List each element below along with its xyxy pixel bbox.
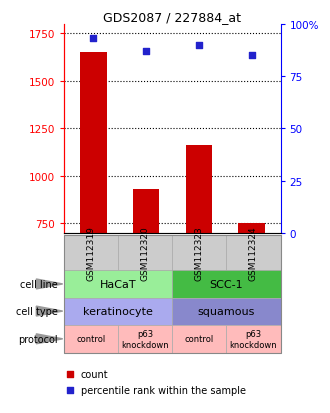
Bar [173,235,226,271]
Text: GSM112323: GSM112323 [195,226,204,280]
Text: p63
knockdown: p63 knockdown [230,329,277,349]
Text: GSM112324: GSM112324 [249,226,258,280]
Bar [238,224,265,233]
Bar [185,146,212,233]
Bar [173,325,226,353]
Text: control: control [77,335,106,344]
Polygon shape [36,306,63,316]
Text: control: control [185,335,214,344]
Text: squamous: squamous [198,306,255,316]
Point [91,36,96,43]
Bar [226,235,280,271]
Bar [64,271,173,298]
Point [144,49,149,55]
Text: GSM112319: GSM112319 [87,225,96,280]
Bar [173,271,280,298]
Text: count: count [81,369,109,379]
Polygon shape [36,279,63,289]
Text: cell line: cell line [20,279,58,289]
Bar [133,190,159,233]
Text: cell type: cell type [16,306,58,316]
Text: percentile rank within the sample: percentile rank within the sample [81,385,246,395]
Point [68,370,73,377]
Title: GDS2087 / 227884_at: GDS2087 / 227884_at [103,11,242,24]
Bar [64,235,118,271]
Point [68,387,73,394]
Text: HaCaT: HaCaT [100,279,137,289]
Bar [80,53,107,233]
Text: protocol: protocol [18,334,58,344]
Bar [64,298,173,325]
Text: keratinocyte: keratinocyte [83,306,153,316]
Bar [226,325,280,353]
Bar [173,298,280,325]
Point [196,43,201,49]
Text: p63
knockdown: p63 knockdown [121,329,169,349]
Text: SCC-1: SCC-1 [210,279,243,289]
Point [249,53,254,59]
Bar [64,325,118,353]
Bar [118,235,173,271]
Text: GSM112320: GSM112320 [141,226,150,280]
Polygon shape [36,334,63,344]
Bar [118,325,173,353]
